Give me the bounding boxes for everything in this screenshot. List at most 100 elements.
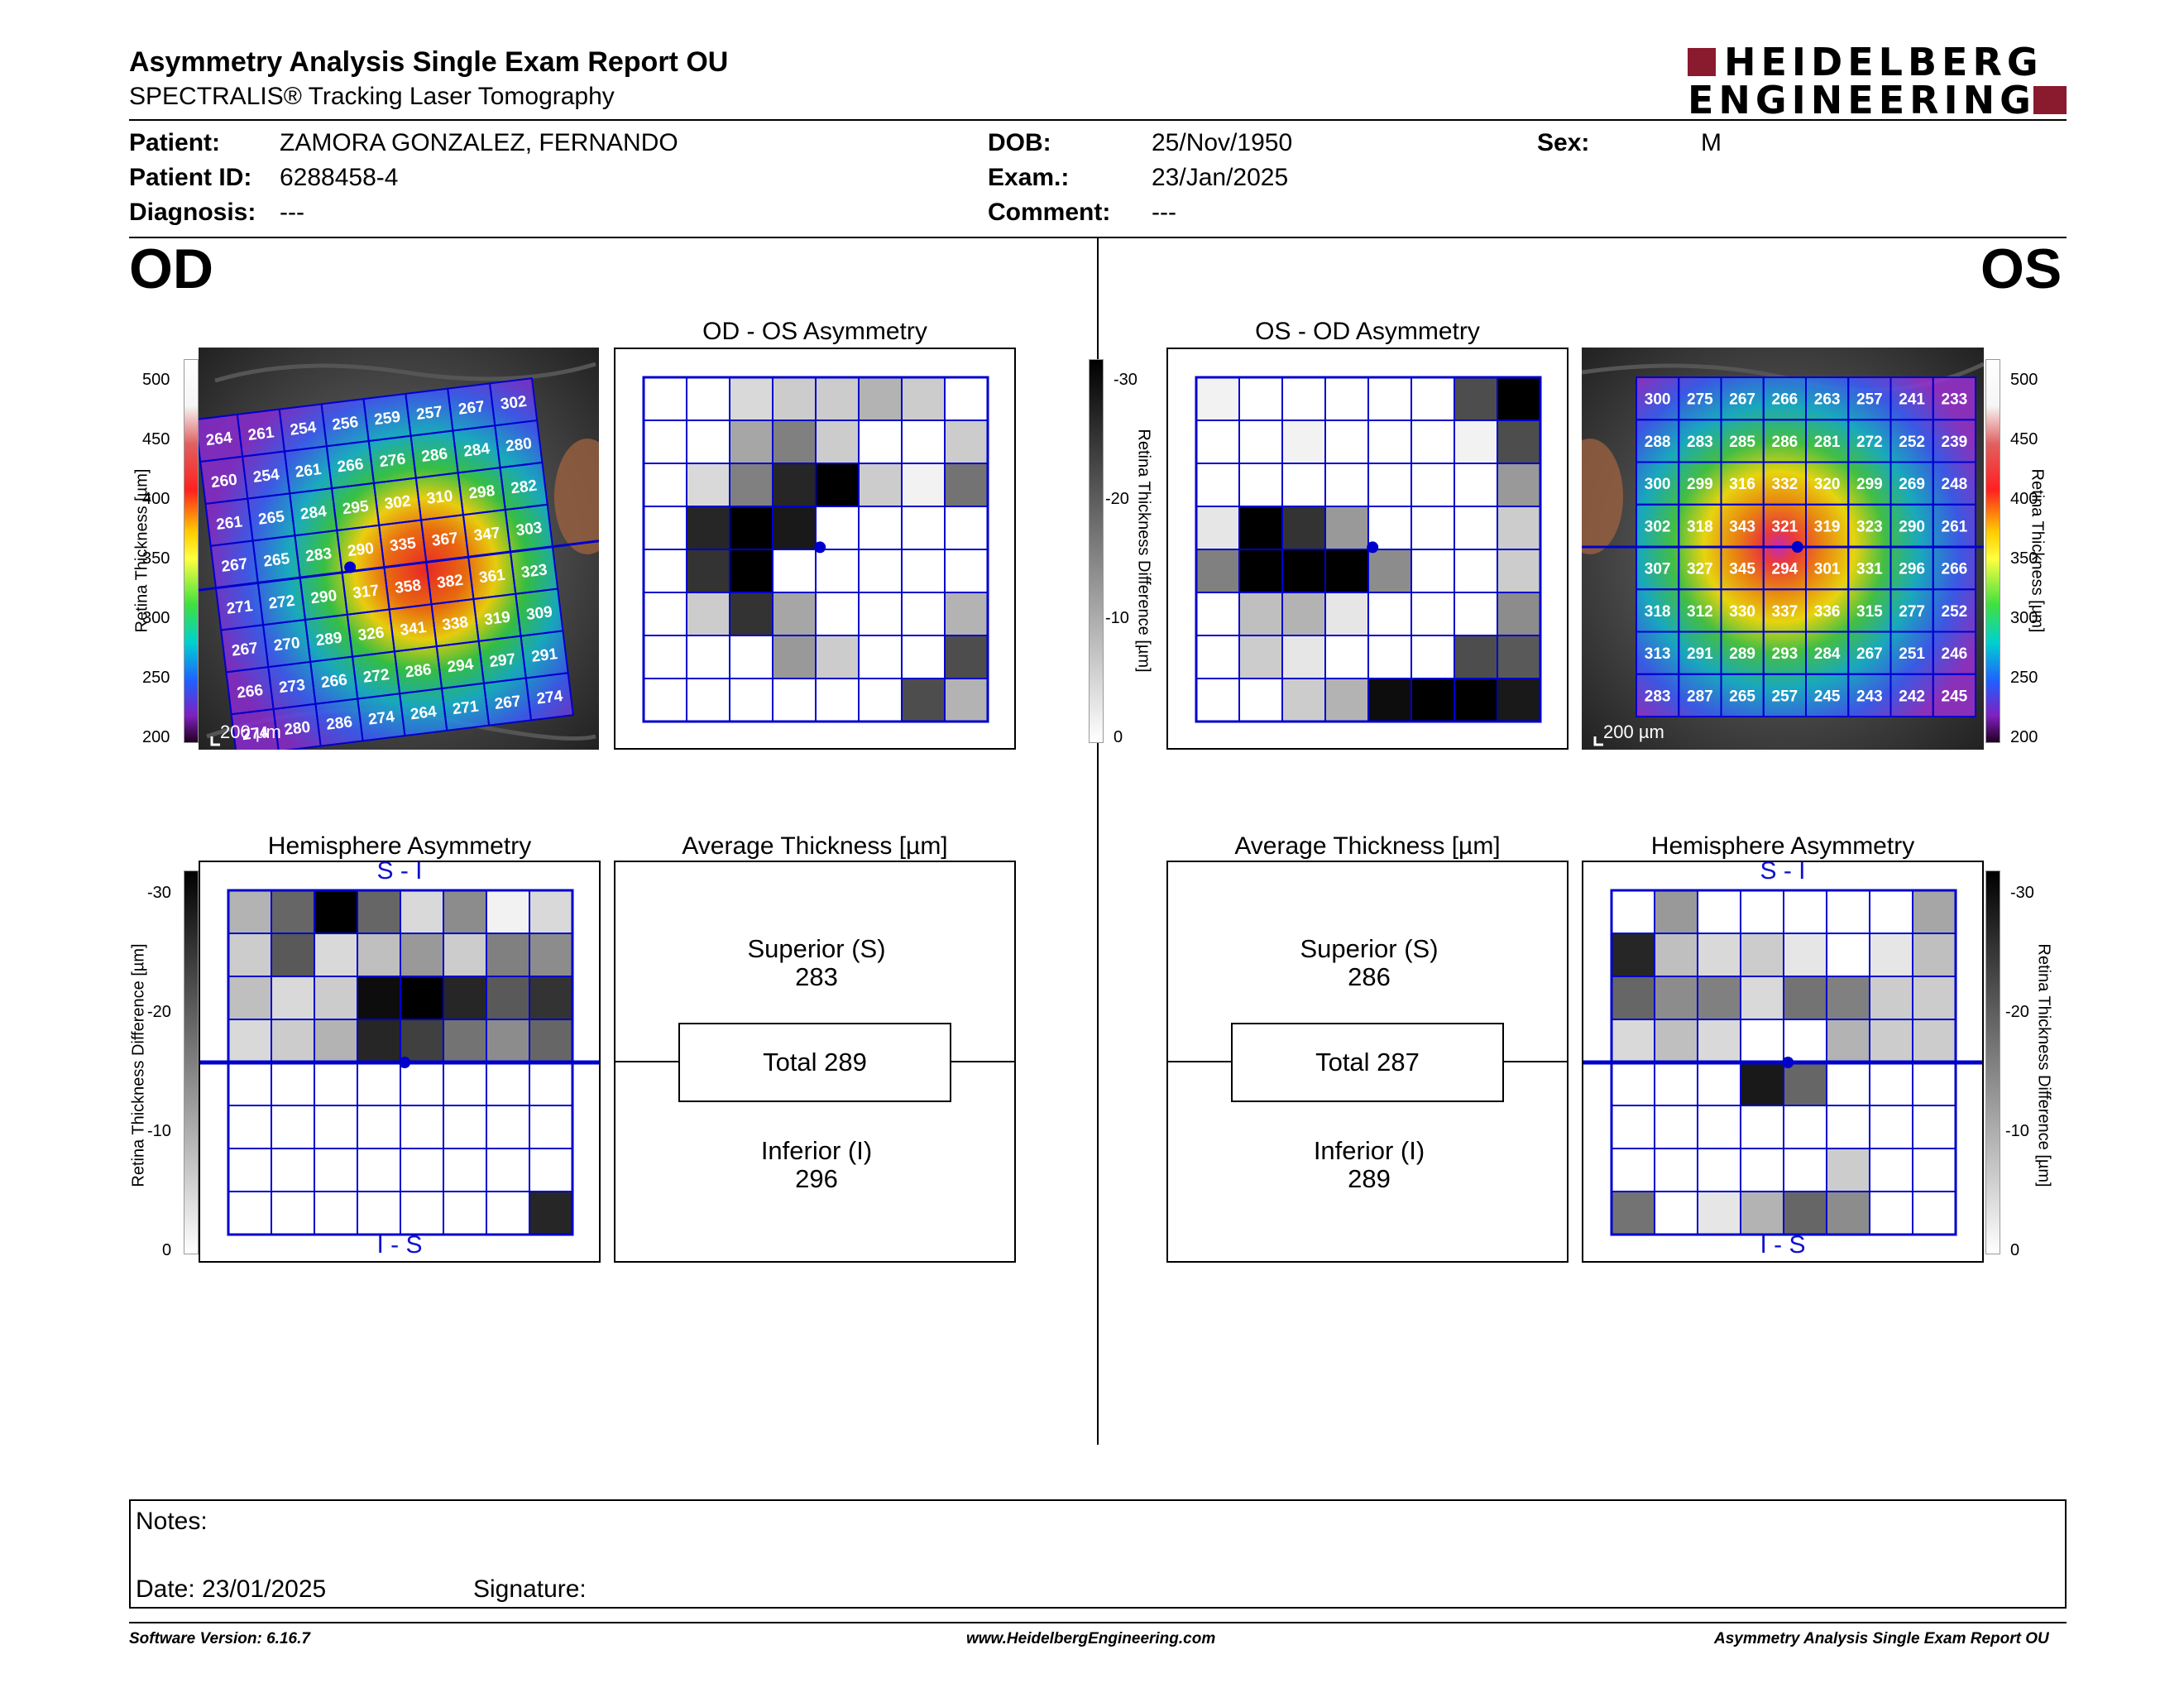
od-hemi-cell-5-4 [400, 1105, 444, 1149]
os-thickness-value-0-4: 263 [1814, 391, 1841, 409]
od-thickness-value-5-2: 289 [315, 629, 343, 650]
os-thickness-axis-label: Retina Thickness [µm] [2028, 468, 2047, 633]
od-thickness-value-4-2: 290 [309, 587, 338, 608]
od-asym-cell-4-0 [643, 549, 687, 593]
patient-id-label: Patient ID: [129, 164, 252, 191]
os-hemi-cell-2-7 [1912, 976, 1956, 1020]
os-thickness-value-4-0: 307 [1645, 561, 1671, 578]
os-hemi-fovea-dot [1782, 1057, 1794, 1068]
os-thickness-value-6-2: 289 [1729, 645, 1755, 663]
os-asym-cell-5-2 [1281, 592, 1326, 636]
od-hemi-cell-5-3 [357, 1105, 401, 1149]
od-hemi-cell-4-4 [400, 1062, 444, 1106]
os-thickness-value-2-7: 248 [1942, 476, 1968, 493]
os-thickness-value-7-0: 283 [1645, 688, 1671, 705]
notes-box[interactable]: Notes: Date: 23/01/2025 Signature: [129, 1499, 2067, 1609]
od-superior-value: 283 [795, 962, 838, 991]
os-asym-cell-0-0 [1195, 376, 1240, 421]
os-asym-cell-7-1 [1238, 678, 1283, 722]
od-hemi-cell-4-1 [271, 1062, 315, 1106]
od-asym-cell-2-5 [858, 463, 903, 507]
od-tick-350: 350 [142, 549, 170, 568]
os-asym-frame [1195, 376, 1542, 723]
os-asym-cell-0-2 [1281, 376, 1326, 421]
os-hemi-cell-4-3 [1740, 1062, 1784, 1106]
os-diff-tick-30: -30 [2010, 884, 2034, 902]
os-hemi-cell-3-0 [1611, 1019, 1655, 1063]
os-hemi-cell-1-3 [1740, 933, 1784, 977]
od-hemi-cell-0-0 [228, 890, 272, 934]
od-asym-panel [614, 348, 1016, 750]
od-asym-cell-6-5 [858, 635, 903, 679]
od-hemi-cell-4-6 [486, 1062, 530, 1106]
od-hemi-cell-6-6 [486, 1148, 530, 1192]
os-asym-cell-4-7 [1497, 549, 1541, 593]
od-hemi-cell-0-1 [271, 890, 315, 934]
od-tick-200: 200 [142, 728, 170, 746]
od-asym-cell-4-5 [858, 549, 903, 593]
os-thickness-value-0-2: 267 [1729, 391, 1755, 409]
od-asym-cell-3-2 [729, 506, 774, 550]
os-thickness-value-7-1: 287 [1687, 688, 1713, 705]
os-hemi-cell-2-6 [1869, 976, 1913, 1020]
os-hemi-cell-2-1 [1654, 976, 1698, 1020]
os-thickness-value-5-2: 330 [1729, 603, 1755, 621]
od-hemi-cell-6-5 [443, 1148, 487, 1192]
os-thickness-value-1-7: 239 [1942, 434, 1968, 451]
os-asym-cell-3-6 [1454, 506, 1498, 550]
footer-report-name: Asymmetry Analysis Single Exam Report OU [1714, 1630, 2049, 1647]
od-diff-tick-10: -10 [147, 1122, 171, 1140]
center-tick-30: -30 [1114, 371, 1138, 389]
od-thickness-value-1-4: 276 [378, 450, 406, 471]
os-tick-200: 200 [2010, 728, 2038, 746]
os-diff-tick-0: 0 [2010, 1241, 2020, 1259]
sex-label: Sex: [1537, 129, 1590, 156]
od-hemi-cell-1-6 [486, 933, 530, 977]
os-asym-cell-4-6 [1454, 549, 1498, 593]
od-thickness-value-6-4: 286 [405, 661, 433, 682]
od-thickness-cell-7-7 [524, 672, 574, 722]
od-asym-cell-5-4 [815, 592, 860, 636]
os-hemi-cell-0-2 [1697, 890, 1741, 934]
os-hemi-cell-4-0 [1611, 1062, 1655, 1106]
os-asym-cell-4-3 [1324, 549, 1369, 593]
os-hemi-cell-4-1 [1654, 1062, 1698, 1106]
os-hemi-cell-6-0 [1611, 1148, 1655, 1192]
os-thickness-value-3-6: 290 [1899, 518, 1925, 535]
os-asym-cell-0-6 [1454, 376, 1498, 421]
os-asym-cell-6-0 [1195, 635, 1240, 679]
os-thickness-value-5-6: 277 [1899, 603, 1925, 621]
od-diff-tick-20: -20 [147, 1003, 171, 1021]
od-thickness-value-2-2: 284 [299, 503, 328, 524]
od-hemi-cell-0-7 [529, 890, 573, 934]
od-avg-title: Average Thickness [µm] [682, 832, 948, 860]
od-thickness-value-6-2: 266 [320, 671, 348, 692]
od-thickness-value-5-6: 319 [483, 608, 511, 629]
od-hemi-cell-7-7 [529, 1191, 573, 1235]
eye-divider [1097, 238, 1099, 1445]
os-thickness-value-7-2: 265 [1729, 688, 1755, 705]
od-hemi-cell-7-0 [228, 1191, 272, 1235]
os-hemi-cell-5-5 [1826, 1105, 1870, 1149]
os-thickness-value-2-5: 299 [1856, 476, 1883, 493]
od-thickness-value-0-6: 267 [457, 398, 486, 419]
od-tick-250: 250 [142, 669, 170, 687]
od-hemi-cell-6-4 [400, 1148, 444, 1192]
od-thickness-value-7-5: 271 [452, 698, 480, 718]
os-hemi-cell-2-4 [1783, 976, 1827, 1020]
od-thickness-value-2-1: 265 [257, 508, 285, 529]
od-thickness-value-4-4: 358 [394, 577, 422, 597]
od-hemi-cell-2-0 [228, 976, 272, 1020]
od-hemi-cell-2-1 [271, 976, 315, 1020]
os-hemi-cell-5-6 [1869, 1105, 1913, 1149]
od-thickness-value-7-6: 267 [494, 693, 522, 713]
os-thickness-value-3-3: 321 [1772, 518, 1798, 535]
od-eye-label: OD [129, 237, 213, 300]
os-asym-cell-4-2 [1281, 549, 1326, 593]
od-asym-cell-4-3 [772, 549, 817, 593]
od-asym-cell-0-0 [643, 376, 687, 421]
os-hemi-cell-7-7 [1912, 1191, 1956, 1235]
center-tick-0: 0 [1114, 728, 1123, 746]
od-asym-cell-0-3 [772, 376, 817, 421]
os-hemi-cell-0-7 [1912, 890, 1956, 934]
